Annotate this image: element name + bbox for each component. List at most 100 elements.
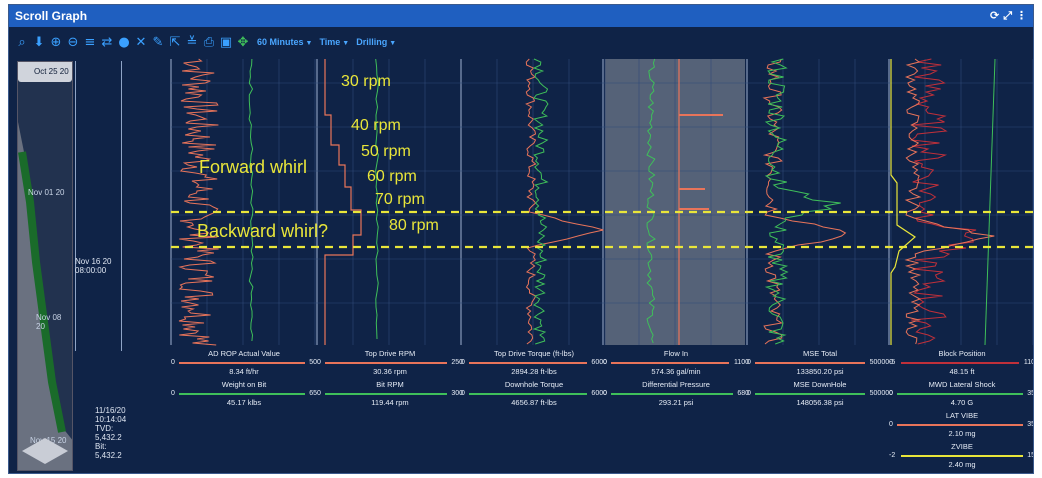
track-4-primary-value: 574.36 gal/min [651,367,701,376]
export-icon[interactable]: ⇱ [169,34,181,50]
track-5-secondary-scale: 0 500000 [747,390,893,398]
annotation-rpm-80: 80 rpm [389,217,439,234]
search-icon[interactable]: ⌕ [18,34,26,50]
track-4-secondary-value: 293.21 psi [658,398,694,407]
track-6-primary-name: Block Position [938,349,986,358]
zvibe-curve [890,59,916,345]
interval-dropdown[interactable]: 60 Minutes ▼ [257,37,312,47]
track-2-primary-header[interactable]: Top Drive RPM 0 250 30.36 rpm [317,349,463,377]
track-6-tertiary-scale-bar [897,424,1023,426]
track-6-quaternary-header[interactable]: ZVIBE -2 15 2.40 mg [889,442,1033,470]
close-icon[interactable]: ✕ [135,34,147,50]
track-2-secondary-scale-bar [325,393,447,395]
track-4-primary-name: Flow In [663,349,689,358]
comment-icon[interactable]: ● [118,34,130,50]
track-3-secondary-header[interactable]: Downhole Torque 0 6000 4656.87 ft-lbs [461,380,607,408]
track-6-tertiary-scale: 0 35 [889,421,1033,429]
track-3-secondary-scale-max: 6000 [591,390,607,397]
track-5-primary-scale-min: 0 [747,359,751,366]
track-6-quaternary-name: ZVIBE [951,442,973,451]
download-icon[interactable]: ⬇ [33,34,45,50]
track-5-primary-header[interactable]: MSE Total 0 500000 133850.20 psi [747,349,893,377]
track-2-primary-scale-max: 250 [451,359,463,366]
top-drive-rpm-curve [324,59,362,345]
navigator-date-1: Oct 25 20 [34,67,69,76]
navigator-date-3: Nov 08 20 [36,313,62,331]
track-4-primary-scale: 0 1100 [603,359,749,367]
navigator-scroll-top[interactable] [18,62,72,82]
track-6-secondary-scale: 0 35 [889,390,1033,398]
track-2-secondary-header[interactable]: Bit RPM 0 300 119.44 rpm [317,380,463,408]
track-4-primary-scale-max: 1100 [733,359,749,366]
track-6-quaternary-scale: -2 15 [889,452,1033,460]
time-axis-line-left [75,61,76,351]
print-icon[interactable]: ⎙ [203,34,215,50]
stack-icon[interactable]: ≚ [186,34,198,50]
track-1-primary-scale: 0 50 [171,359,317,367]
zoom-in-icon[interactable]: ⊕ [50,34,62,50]
track-2-primary-scale-min: 0 [317,359,321,366]
diff-pressure-curve [646,58,656,344]
annotation-rpm-40: 40 rpm [351,117,401,134]
annotation-rpm-30: 30 rpm [341,73,391,90]
track-3-secondary-scale: 0 6000 [461,390,607,398]
track-3-primary-scale-min: 0 [461,359,465,366]
rop-curve [178,58,219,346]
track-5-primary-name: MSE Total [802,349,838,358]
track-6-tertiary-name: LAT VIBE [945,411,979,420]
track-6-primary-scale-max: 110 [1023,359,1034,366]
swap-icon[interactable]: ⇄ [101,34,113,50]
list-icon[interactable]: ≡ [84,34,96,50]
track-2-primary-value: 30.36 rpm [373,367,407,376]
mwd-lateral-shock-curve [984,58,996,346]
track-5-secondary-header[interactable]: MSE DownHole 0 500000 148056.38 psi [747,380,893,408]
track-1-secondary-scale-min: 0 [171,390,175,397]
track-5-primary-scale-max: 500000 [869,359,893,366]
more-vertical-icon[interactable]: ⋮ [1016,9,1027,22]
track-6-tertiary-header[interactable]: LAT VIBE 0 35 2.10 mg [889,411,1033,439]
chevron-down-icon: ▼ [342,40,350,47]
mode-dropdown[interactable]: Drilling ▼ [356,37,396,47]
track-3-primary-scale: 0 6000 [461,359,607,367]
zoom-out-icon[interactable]: ⊖ [67,34,79,50]
scroll-graph-window: Scroll Graph ⟳ ⤢ ⋮ ⌕ ⬇ ⊕ ⊖ ≡ ⇄ ● ✕ ✎ ⇱ ≚… [8,4,1034,474]
track-5-secondary-value: 148056.38 psi [796,398,844,407]
track-6-secondary-header[interactable]: MWD Lateral Shock 0 35 4.70 G [889,380,1033,408]
track-3-primary-value: 2894.28 ft-lbs [511,367,557,376]
window-title: Scroll Graph [15,9,88,23]
track-4-secondary-scale-min: 0 [603,390,607,397]
wrench-icon[interactable]: ✎ [152,34,164,50]
track-4-primary-scale-bar [611,362,729,364]
track-3-primary-header[interactable]: Top Drive Torque (ft-lbs) 0 6000 2894.28 ft… [461,349,607,377]
track-4-primary-scale-min: 0 [603,359,607,366]
calendar-icon[interactable]: ▣ [219,34,233,50]
track-5-secondary-scale-max: 500000 [869,390,893,397]
track-4-secondary-scale: 0 680 [603,390,749,398]
axis-dropdown-label: Time [319,37,341,47]
track-6-secondary-value: 4.70 G [950,398,974,407]
track-4-secondary-header[interactable]: Differential Pressure 0 680 293.21 psi [603,380,749,408]
navigator-date-2: Nov 01 20 [28,188,65,197]
bit-rpm-curve [375,58,380,340]
refresh-icon[interactable]: ⟳ [989,9,1000,22]
track-3-secondary-value: 4656.87 ft-lbs [511,398,557,407]
track-2-primary-scale: 0 250 [317,359,463,367]
log-tracks[interactable] [9,5,1034,474]
track-3-secondary-scale-bar [469,393,587,395]
track-1-primary-header[interactable]: AD ROP Actual Value 0 50 8.34 ft/hr [171,349,317,377]
track-1-secondary-scale-bar [179,393,305,395]
track-6-primary-value: 48.15 ft [949,367,975,376]
mode-dropdown-label: Drilling [356,37,388,47]
move-icon[interactable]: ✥ [237,34,249,50]
track-1-secondary-scale: 0 65 [171,390,317,398]
time-navigator[interactable]: Oct 25 20 Nov 01 20 Nov 08 20 Nov 15 20 [17,61,73,471]
expand-icon[interactable]: ⤢ [1003,9,1012,22]
axis-dropdown[interactable]: Time ▼ [319,37,349,47]
track-6-tertiary-value: 2.10 mg [948,429,976,438]
track-4-primary-header[interactable]: Flow In 0 1100 574.36 gal/min [603,349,749,377]
track-6-primary-scale: -5 110 [889,359,1034,367]
cursor-time-label: Nov 16 20 08:00:00 [75,257,112,275]
curves [178,58,996,346]
track-1-secondary-header[interactable]: Weight on Bit 0 65 45.17 klbs [171,380,317,408]
track-6-primary-header[interactable]: Block Position -5 110 48.15 ft [889,349,1034,377]
